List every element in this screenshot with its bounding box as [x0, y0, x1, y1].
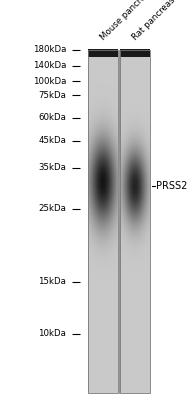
- Text: 45kDa: 45kDa: [38, 136, 66, 145]
- Text: 10kDa: 10kDa: [38, 330, 66, 338]
- Text: 140kDa: 140kDa: [33, 61, 66, 70]
- Bar: [88, 48, 118, 57]
- Text: 180kDa: 180kDa: [33, 46, 66, 54]
- Bar: [121, 48, 150, 57]
- Text: 35kDa: 35kDa: [38, 163, 66, 172]
- Text: 75kDa: 75kDa: [38, 91, 66, 100]
- Text: PRSS2: PRSS2: [156, 181, 188, 191]
- Text: 25kDa: 25kDa: [38, 204, 66, 213]
- Text: 100kDa: 100kDa: [33, 77, 66, 86]
- Text: 15kDa: 15kDa: [38, 277, 66, 286]
- Text: Mouse pancreas: Mouse pancreas: [98, 0, 154, 42]
- Bar: [88, 50, 118, 393]
- Text: 60kDa: 60kDa: [38, 113, 66, 122]
- Bar: [121, 50, 150, 393]
- Text: Rat pancreas: Rat pancreas: [131, 0, 177, 42]
